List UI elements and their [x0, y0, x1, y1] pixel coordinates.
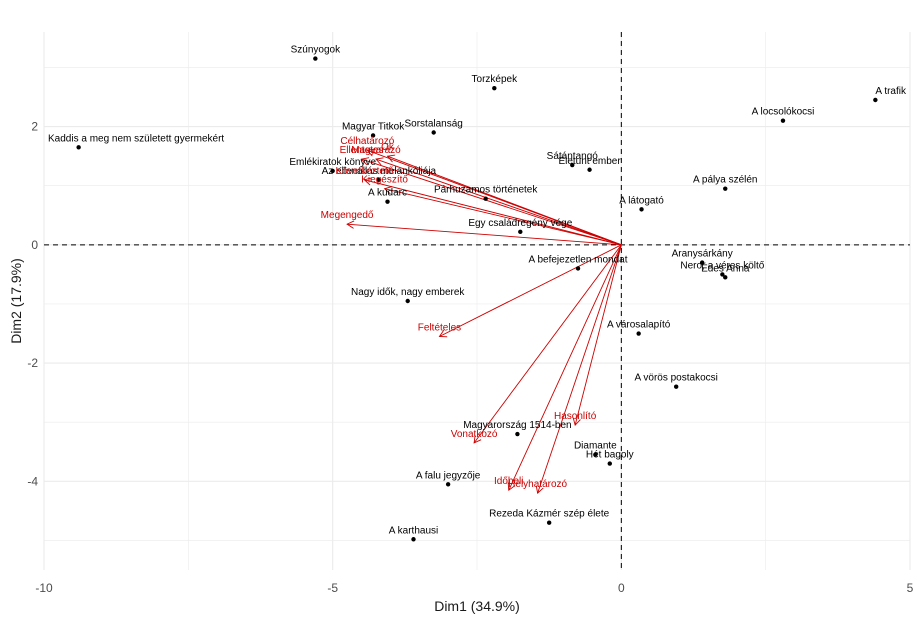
data-point — [607, 461, 612, 466]
point-label: Egy családregény vége — [468, 218, 572, 229]
variable-label: Vonatkozó — [451, 429, 498, 440]
data-points — [76, 56, 878, 542]
data-point — [636, 331, 641, 336]
point-label: A városalapító — [607, 320, 671, 331]
y-axis-title: Dim2 (17.9%) — [8, 258, 24, 344]
x-tick-label: 0 — [618, 581, 625, 595]
data-point — [873, 97, 878, 103]
point-label: Édes Anna — [701, 261, 750, 274]
data-point — [76, 145, 81, 150]
point-label: A pálya szélén — [693, 175, 758, 186]
point-label: Nero, a véres költő — [680, 260, 764, 271]
variable-arrow — [572, 244, 622, 427]
data-point — [723, 186, 728, 191]
data-point — [483, 196, 488, 201]
variable-arrow — [438, 244, 622, 338]
x-axis-title: Dim1 (34.9%) — [434, 598, 520, 614]
data-point — [492, 85, 497, 91]
y-tick-label: -4 — [27, 474, 38, 488]
data-point — [385, 199, 390, 204]
variable-label: Feltételes — [418, 322, 461, 333]
variable-label: Megengedő — [321, 210, 374, 221]
labels: Szúnyogok Torzképek A trafik A locsolókocsi… — [48, 45, 907, 537]
data-point — [518, 229, 523, 235]
point-label: A kudarc — [368, 188, 407, 199]
data-point — [593, 452, 598, 457]
point-label: Emlékiratok könyve — [289, 157, 376, 168]
variable-label: Időbeli — [494, 476, 523, 487]
data-point — [431, 130, 436, 135]
point-label: Sorstalanság — [405, 119, 463, 130]
x-tick-label: -5 — [327, 581, 338, 595]
data-point — [330, 168, 335, 174]
data-point — [780, 118, 786, 123]
point-label: Kaddis a meg nem született gyermekért — [48, 133, 224, 144]
variable-arrow — [473, 244, 622, 444]
axes: -10 -5 0 5 -4 -2 0 2 — [27, 120, 913, 595]
point-label: A locsolókocsi — [752, 107, 815, 118]
data-point — [570, 162, 575, 168]
variable-arrow — [375, 157, 622, 246]
variable-label: Célhatározó — [340, 136, 394, 147]
x-tick-label: 5 — [907, 581, 914, 595]
data-point — [515, 431, 520, 437]
point-label: A karthausi — [389, 525, 438, 536]
point-label: Életunt ember — [558, 154, 621, 167]
data-point — [546, 520, 552, 525]
variable-arrow — [507, 244, 622, 492]
point-label: Magyarország 1514-ben — [463, 420, 571, 431]
point-label: Az ellenállás melankóliája — [322, 166, 437, 177]
variable-arrow — [535, 244, 622, 495]
variable-label: Következtető — [336, 166, 394, 177]
data-point — [445, 482, 451, 487]
point-label: A vörös postakocsi — [634, 373, 717, 384]
point-label: Nagy idők, nagy emberek — [351, 287, 465, 298]
point-label: Párhuzamos történetek — [434, 185, 538, 196]
variable-label: Ellentetes — [340, 145, 384, 156]
reference-lines — [44, 32, 910, 570]
y-tick-label: 0 — [31, 238, 38, 252]
point-label: Diamante — [574, 441, 617, 452]
variable-arrow — [346, 220, 622, 246]
variable-label: Helyhatározó — [508, 479, 567, 490]
point-label: Torzképek — [472, 74, 519, 85]
data-point — [376, 177, 382, 183]
point-label: Aranysárkány — [672, 249, 733, 260]
data-point — [370, 133, 376, 138]
point-label: Szúnyogok — [291, 45, 341, 56]
point-label: A falu jegyzője — [416, 470, 481, 481]
data-point — [411, 537, 416, 542]
point-label: A befejezetlen mondat — [529, 254, 628, 265]
y-tick-label: 2 — [31, 120, 38, 134]
point-label: Hét bagoly — [586, 450, 634, 461]
data-point — [575, 266, 581, 271]
data-point — [720, 272, 725, 277]
variable-arrow — [386, 154, 622, 246]
data-point — [723, 275, 728, 280]
variable-label: Hasonlító — [554, 411, 597, 422]
variable-arrows — [346, 148, 622, 495]
data-point — [673, 384, 679, 389]
y-tick-label: -2 — [27, 356, 38, 370]
data-point — [699, 260, 705, 265]
x-tick-label: -10 — [35, 581, 53, 595]
point-label: Sátántangó — [547, 151, 599, 162]
point-label: A trafik — [875, 86, 907, 97]
data-point — [587, 167, 592, 172]
data-point — [313, 56, 318, 61]
variable-label: Magyarázó — [351, 145, 401, 156]
variable-label: Ok — [381, 142, 395, 153]
data-point — [405, 298, 410, 304]
point-label: Rezeda Kázmér szép élete — [489, 509, 610, 520]
variable-label: Kiegészítő — [361, 175, 408, 186]
variable-arrow — [360, 157, 622, 246]
variable-arrow — [383, 186, 622, 246]
point-label: A látogató — [619, 195, 664, 206]
variable-arrow — [363, 177, 622, 246]
point-label: Magyar Titkok — [342, 121, 405, 132]
data-point — [639, 207, 644, 212]
